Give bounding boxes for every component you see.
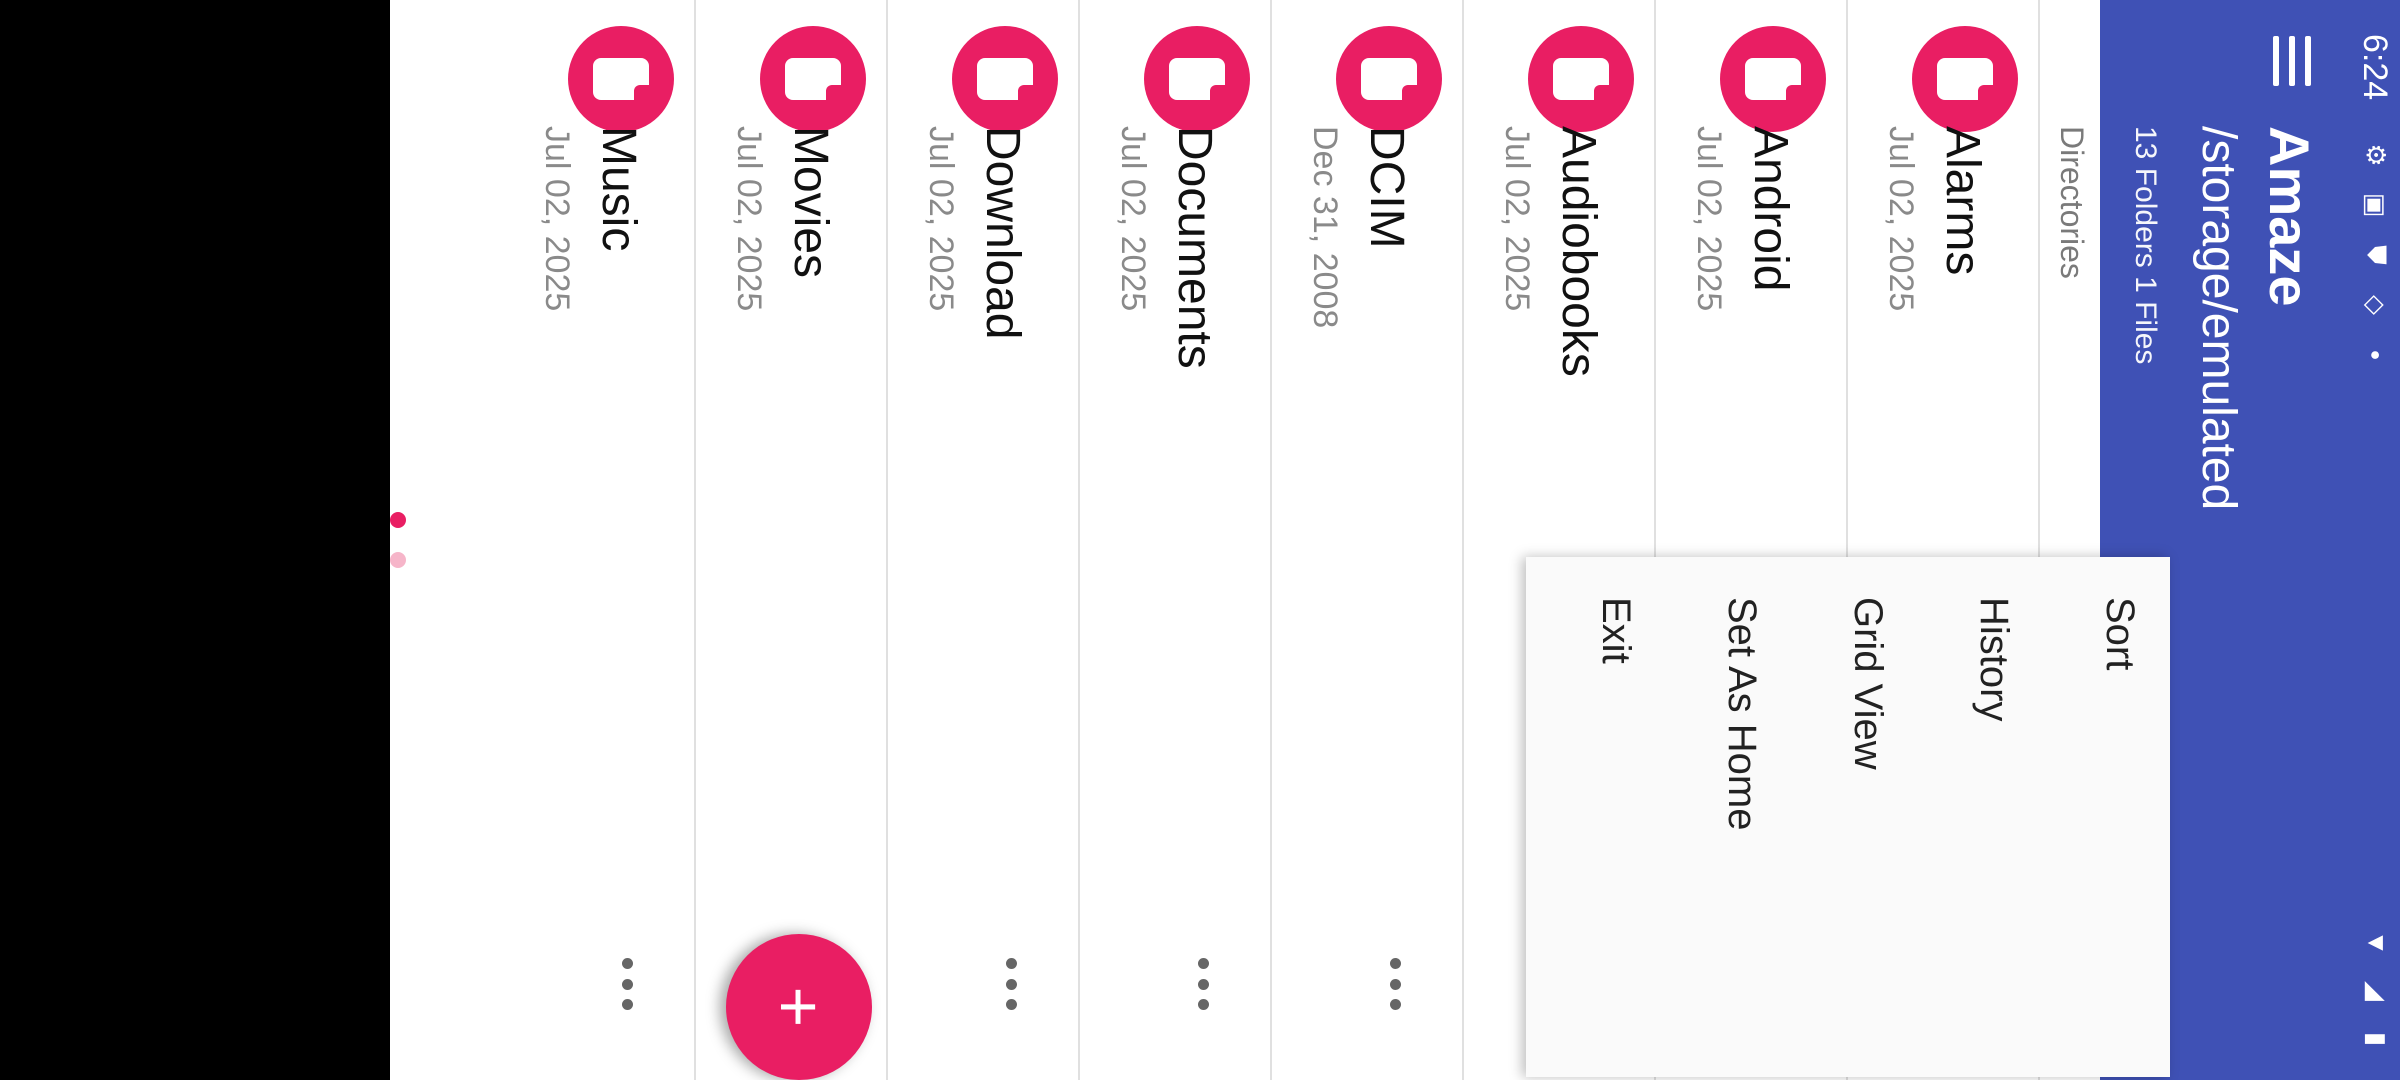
status-bar: 6:24 ⚙ ▣ ⛊ ◇ ● ▼ ◢ ▮ [2352,0,2400,1080]
folder-name: Alarms [1936,126,1989,276]
add-fab-button[interactable]: + [726,934,872,1080]
menu-item-sort[interactable]: Sort [2098,597,2142,671]
folder-icon [1720,26,1826,132]
list-item[interactable]: Music Jul 02, 2025 [502,0,696,1080]
folder-icon [1912,26,2018,132]
menu-item-history[interactable]: History [1972,597,2016,722]
folder-date: Dec 31, 2008 [1306,126,1344,329]
folder-date: Jul 02, 2025 [1690,126,1728,312]
list-item[interactable]: Documents Jul 02, 2025 [1078,0,1272,1080]
dot-icon: ● [2366,349,2387,361]
list-item[interactable]: DCIM Dec 31, 2008 [1270,0,1464,1080]
fast-scroll-dot[interactable] [390,552,406,568]
app-title: Amaze [2258,126,2321,307]
folder-summary: 13 Folders 1 Files [2129,126,2162,365]
folder-date: Jul 02, 2025 [922,126,960,312]
folder-icon [568,26,674,132]
settings-icon: ⚙ [2361,143,2392,167]
section-header-directories: Directories [2054,126,2090,279]
fast-scroll-dot-active[interactable] [390,512,406,528]
more-options-icon[interactable] [1386,958,1406,1010]
overflow-menu: Sort History Grid View Set As Home Exit [1526,557,2170,1077]
shield-icon: ⛊ [2362,245,2392,265]
folder-date: Jul 02, 2025 [1882,126,1920,312]
hamburger-menu-icon[interactable] [2264,36,2320,92]
folder-name: DCIM [1360,126,1413,249]
wifi-icon: ▼ [2362,930,2393,956]
folder-date: Jul 02, 2025 [538,126,576,312]
list-item[interactable]: Movies Jul 02, 2025 [694,0,888,1080]
menu-item-exit[interactable]: Exit [1594,597,1638,664]
more-options-icon[interactable] [618,958,638,1010]
folder-name: Movies [784,126,837,279]
menu-item-grid-view[interactable]: Grid View [1846,597,1890,770]
folder-name: Android [1744,126,1797,292]
wifi-assistant-icon: ◇ [2361,295,2392,315]
folder-date: Jul 02, 2025 [1114,126,1152,312]
app-screen: 6:24 ⚙ ▣ ⛊ ◇ ● ▼ ◢ ▮ Amaze /storage/emul… [390,0,2400,1080]
folder-name: Music [592,126,645,252]
folder-name: Documents [1168,126,1221,369]
folder-icon [760,26,866,132]
list-item[interactable]: Download Jul 02, 2025 [886,0,1080,1080]
more-options-icon[interactable] [1194,958,1214,1010]
plus-icon: + [760,986,838,1028]
menu-item-set-as-home[interactable]: Set As Home [1720,597,1764,831]
folder-date: Jul 02, 2025 [1498,126,1536,312]
status-right: ▼ ◢ ▮ [2362,928,2393,1054]
status-time: 6:24 [2356,34,2394,101]
folder-icon [1528,26,1634,132]
battery-icon: ▮ [2362,1031,2393,1047]
folder-date: Jul 02, 2025 [730,126,768,312]
more-options-icon[interactable] [1002,958,1022,1010]
folder-icon [1336,26,1442,132]
folder-icon [952,26,1058,132]
folder-name: Download [976,126,1029,340]
cell-signal-icon: ◢ [2362,981,2393,1001]
folder-name: Audiobooks [1552,126,1605,377]
current-path[interactable]: /storage/emulated [2192,126,2245,511]
accessibility-icon: ▣ [2361,192,2392,218]
folder-icon [1144,26,1250,132]
